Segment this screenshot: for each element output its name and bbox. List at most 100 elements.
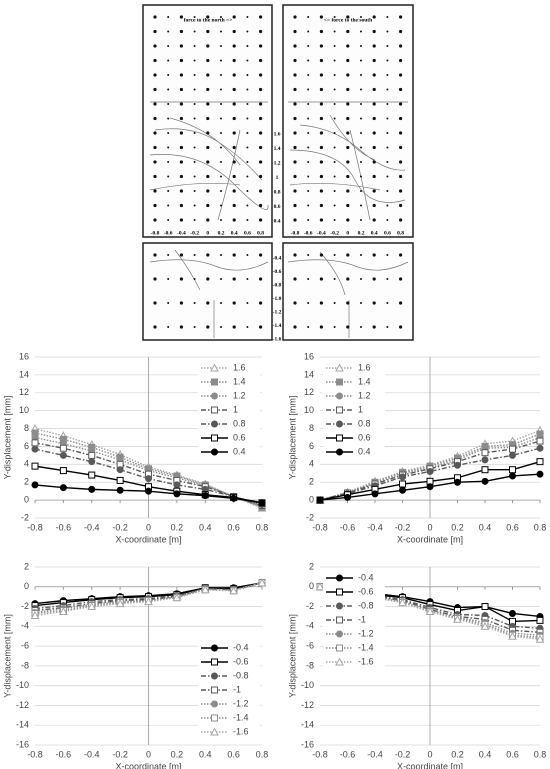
y-tick-label: 10 bbox=[304, 405, 314, 415]
photo-dot bbox=[167, 45, 170, 47]
photo-dot bbox=[193, 103, 196, 105]
photo-dot bbox=[386, 88, 389, 91]
photo-y-tick: -1.6 bbox=[273, 336, 282, 342]
y-tick-label: 16 bbox=[304, 351, 314, 361]
marker bbox=[59, 451, 67, 459]
photo-x-tick: 0.4 bbox=[371, 230, 378, 236]
photo-x-tick: 0.6 bbox=[384, 230, 391, 236]
x-tick-label: 0.2 bbox=[451, 749, 464, 759]
photo-dot bbox=[386, 59, 389, 62]
marker bbox=[88, 458, 96, 466]
photo-dot bbox=[232, 87, 236, 92]
photo-dot bbox=[360, 219, 362, 221]
photo-dot bbox=[246, 204, 249, 207]
photo-dot bbox=[246, 326, 249, 328]
marker bbox=[399, 486, 406, 494]
photo-dot bbox=[206, 325, 210, 329]
photo-dot bbox=[193, 30, 196, 33]
photo-dot bbox=[293, 218, 297, 222]
photo-dot bbox=[259, 145, 263, 150]
photo-dot bbox=[220, 16, 222, 18]
marker bbox=[211, 392, 218, 400]
marker bbox=[230, 494, 238, 502]
y-tick-label: -10 bbox=[301, 680, 314, 690]
marker bbox=[201, 492, 209, 500]
marker bbox=[173, 490, 181, 498]
legend-label: 0.4 bbox=[358, 446, 371, 456]
photo-dot bbox=[167, 204, 170, 207]
photo-dot bbox=[259, 116, 263, 121]
photo-dot bbox=[372, 102, 376, 106]
marker bbox=[211, 378, 218, 386]
photo-dot bbox=[346, 15, 350, 19]
photo-dot bbox=[193, 16, 196, 18]
x-tick-label: 0.8 bbox=[256, 522, 269, 532]
photo-dot bbox=[346, 218, 350, 222]
photo-label: force to the north => bbox=[184, 17, 233, 23]
photo-dot bbox=[346, 325, 350, 329]
photo-x-tick: 0 bbox=[346, 230, 349, 236]
photo-dot bbox=[206, 189, 210, 193]
marker bbox=[210, 363, 219, 372]
photo-dot bbox=[293, 15, 297, 19]
x-tick-label: -0.8 bbox=[27, 522, 43, 532]
photo-dot bbox=[372, 301, 376, 305]
photo-dot bbox=[372, 325, 376, 329]
photo-dot bbox=[372, 160, 376, 164]
y-axis-title: Y-displacement [mm] bbox=[287, 396, 297, 480]
photo-dot bbox=[259, 277, 263, 281]
y-tick-label: 0 bbox=[24, 494, 29, 504]
photo-dot bbox=[193, 175, 196, 178]
photo-dot bbox=[259, 131, 263, 135]
x-tick-label: 0.2 bbox=[451, 522, 464, 532]
photo-dot bbox=[167, 74, 170, 76]
photo-x-tick: -0.4 bbox=[317, 230, 326, 236]
photo-dot bbox=[259, 102, 263, 106]
photo-x-tick: -0.2 bbox=[190, 230, 199, 236]
photo-dot bbox=[206, 131, 210, 135]
marker bbox=[509, 451, 516, 459]
photo-dot bbox=[167, 132, 170, 134]
photo-dot bbox=[307, 146, 310, 149]
photo-dot bbox=[232, 58, 236, 63]
photo-dot bbox=[346, 44, 350, 48]
x-axis-title: X-coordinate [m] bbox=[115, 534, 181, 544]
marker bbox=[211, 434, 218, 442]
legend-label: 0.8 bbox=[358, 418, 371, 428]
marker bbox=[481, 449, 489, 457]
photo-dot bbox=[206, 253, 210, 257]
photo-dot bbox=[193, 117, 196, 120]
y-tick-label: -4 bbox=[306, 621, 314, 631]
photo-dot bbox=[346, 189, 350, 193]
photo-dot bbox=[232, 301, 236, 305]
y-axis-title: Y-displacement [mm] bbox=[2, 396, 12, 480]
photo-dot bbox=[232, 44, 236, 48]
marker bbox=[336, 616, 343, 624]
photo-dot bbox=[246, 254, 249, 256]
photo-dot bbox=[319, 189, 323, 193]
marker bbox=[211, 658, 218, 666]
photo-dot bbox=[372, 116, 376, 121]
photo-dot bbox=[179, 189, 183, 193]
photo-dot bbox=[179, 160, 183, 164]
y-tick-label: -2 bbox=[21, 601, 29, 611]
marker bbox=[229, 586, 238, 595]
marker bbox=[536, 470, 544, 478]
marker bbox=[59, 444, 67, 452]
legend-label: 0.8 bbox=[233, 418, 246, 428]
photo-dot bbox=[319, 29, 323, 34]
photo-dot bbox=[153, 58, 157, 63]
photo-dot bbox=[232, 174, 236, 179]
marker bbox=[371, 490, 379, 498]
photo-dot bbox=[307, 132, 310, 134]
y-tick-label: 12 bbox=[19, 387, 29, 397]
photo-x-tick: -0.6 bbox=[304, 230, 313, 236]
photo-dot bbox=[372, 277, 376, 281]
photo-dot bbox=[259, 301, 263, 305]
photo-upper-left bbox=[142, 4, 273, 238]
photo-dot bbox=[153, 145, 157, 150]
photo-dot bbox=[293, 102, 297, 106]
y-tick-label: 2 bbox=[24, 477, 29, 487]
photo-dot bbox=[319, 203, 323, 208]
photo-dot bbox=[179, 58, 183, 63]
